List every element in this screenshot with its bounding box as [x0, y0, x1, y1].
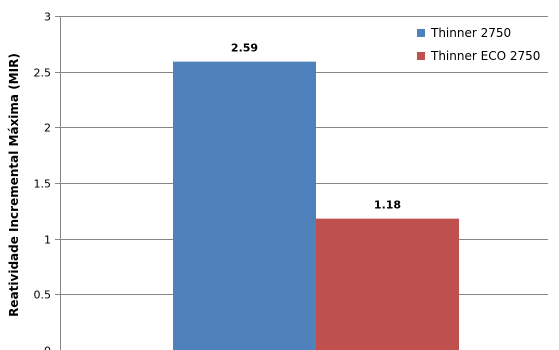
legend-swatch-2	[417, 52, 425, 60]
legend-label-1: Thinner 2750	[430, 26, 511, 40]
legend: Thinner 2750 Thinner ECO 2750	[417, 26, 540, 63]
legend-swatch-1	[417, 29, 425, 37]
data-label-2: 1.18	[374, 199, 401, 212]
bar-2	[316, 218, 459, 350]
bars	[173, 61, 459, 350]
data-label-1: 2.59	[231, 42, 258, 55]
y-tick-label: 0	[44, 345, 51, 350]
y-tick-label: 1.5	[34, 178, 52, 191]
y-tick-label: 1	[44, 234, 51, 247]
bar-1	[173, 61, 316, 350]
legend-label-2: Thinner ECO 2750	[430, 49, 540, 63]
y-tick-label: 3	[44, 11, 51, 24]
data-labels: 2.59 1.18	[231, 42, 401, 212]
y-axis-title: Reatividade Incremental Máxima (MIR)	[7, 53, 21, 317]
y-tick-label: 0.5	[34, 289, 52, 302]
y-tick-label: 2	[44, 122, 51, 135]
axes: 0 0.5 1 1.5 2 2.5 3	[34, 11, 61, 350]
y-tick-label: 2.5	[34, 67, 52, 80]
